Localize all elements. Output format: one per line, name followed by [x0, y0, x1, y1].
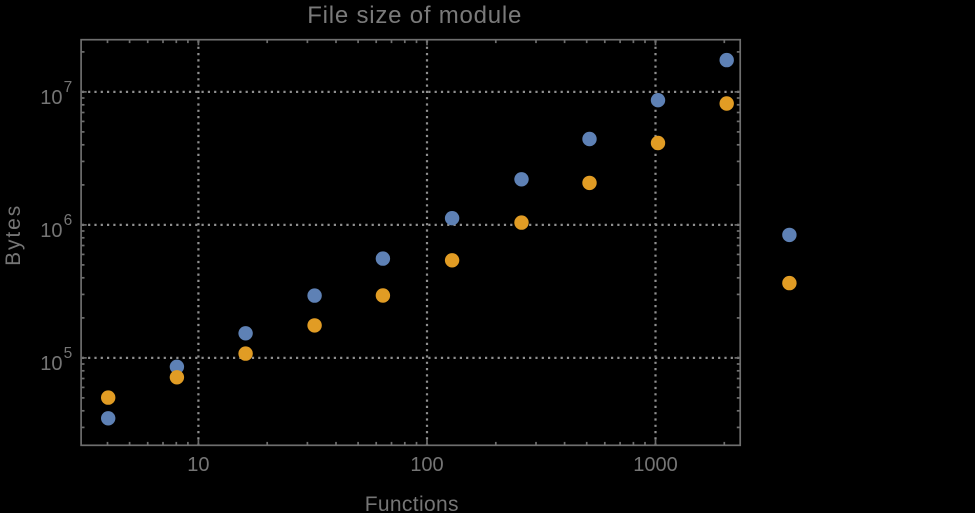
svg-text:10: 10 [40, 87, 62, 109]
svg-text:Functions: Functions [365, 493, 459, 513]
svg-text:1000: 1000 [633, 454, 678, 476]
svg-text:Bytes: Bytes [2, 204, 25, 266]
svg-text:5: 5 [64, 345, 73, 362]
svg-text:6: 6 [64, 212, 73, 229]
svg-text:100: 100 [410, 454, 443, 476]
svg-text:10: 10 [187, 454, 209, 476]
svg-text:File size of module: File size of module [307, 2, 522, 29]
svg-text:7: 7 [64, 79, 73, 96]
svg-text:10: 10 [40, 353, 62, 375]
svg-text:10: 10 [40, 220, 62, 242]
